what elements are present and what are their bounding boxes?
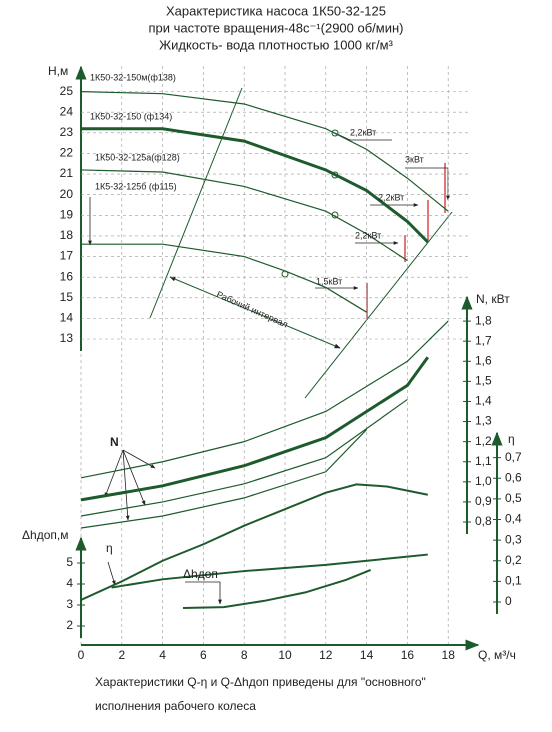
y-tick-label: 0,5 — [505, 491, 522, 505]
x-tick-label: 0 — [78, 648, 85, 662]
footer: Характеристики Q-η и Q-Δhдоп приведены д… — [95, 675, 426, 689]
y-tick-label: 4 — [66, 576, 73, 590]
y-tick-label: 0,9 — [475, 494, 492, 508]
y-tick-label: 14 — [60, 311, 74, 325]
annotation: 2,2кВт — [378, 192, 404, 202]
y-tick-label: 2 — [66, 618, 73, 632]
series-line — [80, 91, 449, 212]
y-tick-label: 1,2 — [475, 434, 492, 448]
footer: исполнения рабочего колеса — [95, 699, 256, 713]
y-tick-label: 19 — [60, 207, 74, 221]
x-tick-label: 18 — [442, 648, 456, 662]
y-tick-label: 1,5 — [475, 374, 492, 388]
y-tick-label: 20 — [60, 187, 74, 201]
annotation: N — [110, 435, 119, 449]
y-tick-label: 18 — [60, 228, 74, 242]
y-axis-label: Δhдоп,м — [22, 528, 68, 542]
operating-interval — [88, 87, 453, 605]
series-label: 1К50-32-150 (ф134) — [90, 111, 172, 121]
title: Характеристика насоса 1К50-32-125 — [166, 3, 386, 18]
series-label: 1К5-32-125б (ф115) — [95, 181, 177, 191]
y-tick-label: 0,2 — [505, 553, 522, 567]
y-tick-label: 0 — [505, 594, 512, 608]
title: Жидкость- вода плотностью 1000 кг/м³ — [159, 37, 393, 52]
x-tick-label: 2 — [118, 648, 125, 662]
series-line — [80, 320, 449, 479]
y-tick-label: 1,6 — [475, 353, 492, 367]
annotation: Рабочий интервал — [215, 289, 289, 329]
x-tick-label: 10 — [278, 648, 292, 662]
y-tick-label: 0,6 — [505, 470, 522, 484]
x-tick-label: 4 — [159, 648, 166, 662]
y-tick-label: 23 — [60, 125, 74, 139]
y-tick-label: 0,3 — [505, 532, 522, 546]
annotation: 1,5кВт — [316, 276, 342, 286]
y-tick-label: 3 — [66, 597, 73, 611]
series-line — [80, 169, 408, 262]
series-label: η — [106, 541, 113, 555]
series-line — [80, 429, 368, 529]
x-tick-label: 12 — [319, 648, 333, 662]
series-line — [80, 398, 408, 517]
y-tick-label: 1,8 — [475, 313, 492, 327]
y-tick-label: 17 — [60, 249, 74, 263]
x-tick-label: 14 — [360, 648, 374, 662]
y-tick-label: 16 — [60, 269, 74, 283]
series-line — [80, 483, 428, 601]
series-label: Δhдоп — [183, 567, 218, 581]
y-axis-label: N, кВт — [476, 292, 510, 306]
x-axis-label: Q, м³/ч — [478, 648, 516, 662]
x-tick-label: 8 — [241, 648, 248, 662]
series-label: 1К50-32-125а(ф128) — [95, 152, 180, 162]
y-axis-label: Н,м — [48, 64, 68, 78]
x-tick-label: 6 — [200, 648, 207, 662]
y-tick-label: 0,8 — [475, 514, 492, 528]
y-tick-label: 1,4 — [475, 394, 492, 408]
series-line — [81, 127, 429, 244]
series-line — [80, 356, 430, 502]
y-tick-label: 1,0 — [475, 474, 492, 488]
y-axis-label: η — [508, 432, 515, 446]
y-tick-label: 0,7 — [505, 450, 522, 464]
title: при частоте вращения-48с⁻¹(2900 об/мин) — [148, 20, 403, 35]
y-tick-label: 22 — [60, 146, 74, 160]
y-tick-label: 0,4 — [505, 512, 522, 526]
series-line — [81, 243, 367, 313]
series-line — [182, 569, 372, 609]
y-tick-label: 1,3 — [475, 414, 492, 428]
series-line — [111, 553, 428, 589]
y-tick-label: 5 — [66, 555, 73, 569]
y-tick-label: 1,7 — [475, 333, 492, 347]
annotation: 2,2кВт — [350, 127, 376, 137]
annotation: 3кВт — [405, 154, 424, 164]
y-tick-label: 21 — [60, 166, 74, 180]
y-tick-label: 13 — [60, 331, 74, 345]
y-tick-label: 15 — [60, 290, 74, 304]
y-tick-label: 0,1 — [505, 574, 522, 588]
series-label: 1К50-32-150м(ф138) — [90, 72, 176, 82]
y-tick-label: 24 — [60, 104, 74, 118]
annotation: 2,2кВт — [355, 230, 381, 240]
y-tick-label: 25 — [60, 84, 74, 98]
y-tick-label: 1,1 — [475, 454, 492, 468]
x-tick-label: 16 — [401, 648, 415, 662]
